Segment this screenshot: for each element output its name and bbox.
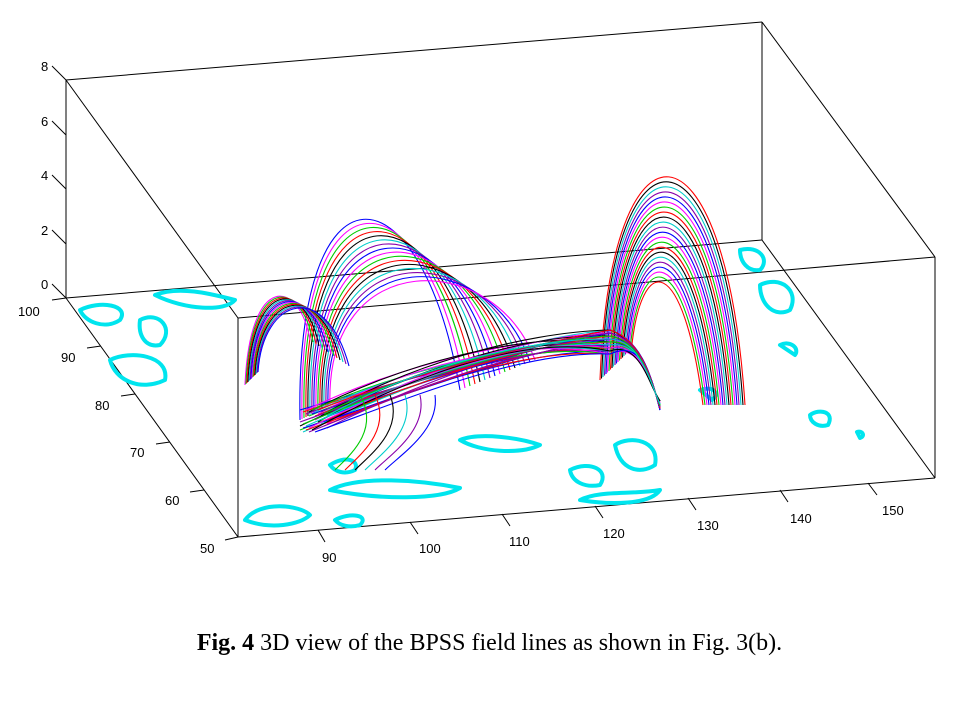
field-line bbox=[611, 216, 730, 406]
field-line bbox=[307, 235, 481, 417]
contour bbox=[758, 279, 795, 315]
field-line bbox=[250, 301, 329, 380]
field-line bbox=[311, 346, 661, 431]
contour bbox=[137, 315, 168, 348]
field-line bbox=[254, 304, 341, 376]
contour bbox=[855, 429, 865, 440]
field-line bbox=[255, 305, 344, 375]
field-line bbox=[308, 345, 661, 429]
field-line bbox=[319, 259, 511, 411]
field-line bbox=[605, 196, 738, 406]
x-tick: 100 bbox=[419, 541, 441, 556]
z-tick: 2 bbox=[41, 223, 48, 238]
z-tick: 4 bbox=[41, 168, 48, 183]
x-tick: 130 bbox=[697, 518, 719, 533]
x-tick: 140 bbox=[790, 511, 812, 526]
field-line bbox=[620, 246, 718, 406]
field-line bbox=[313, 247, 496, 414]
field-line bbox=[606, 201, 736, 406]
box-frame bbox=[65, 21, 936, 538]
contour bbox=[578, 488, 662, 505]
y-tick: 100 bbox=[18, 304, 40, 319]
z-tick: 6 bbox=[41, 114, 48, 129]
contour bbox=[108, 353, 168, 387]
field-line bbox=[354, 394, 394, 471]
y-axis-ticks bbox=[51, 297, 239, 541]
field-line bbox=[305, 231, 476, 418]
field-line bbox=[325, 272, 526, 408]
field-line bbox=[327, 276, 531, 407]
field-line bbox=[627, 271, 708, 406]
contour bbox=[613, 438, 658, 472]
field-line bbox=[246, 297, 317, 384]
field-line bbox=[256, 306, 347, 374]
z-axis-ticks bbox=[51, 65, 67, 299]
caption-label: Fig. 4 bbox=[196, 630, 255, 656]
field-line bbox=[251, 302, 332, 379]
field-line bbox=[621, 251, 716, 406]
field-line bbox=[364, 394, 408, 471]
contour bbox=[153, 288, 237, 310]
contour bbox=[808, 409, 832, 428]
x-tick: 90 bbox=[322, 550, 336, 565]
field-line bbox=[344, 394, 381, 471]
field-line bbox=[602, 186, 742, 406]
field-line bbox=[624, 261, 712, 406]
field-line bbox=[630, 281, 704, 406]
field-lines bbox=[244, 176, 746, 471]
z-tick: 8 bbox=[41, 59, 48, 74]
field-line bbox=[617, 236, 722, 406]
x-tick: 150 bbox=[882, 503, 904, 518]
y-tick: 80 bbox=[95, 398, 109, 413]
field-line bbox=[609, 211, 732, 406]
field-line bbox=[247, 298, 320, 383]
field-line bbox=[248, 299, 323, 382]
y-tick: 90 bbox=[61, 350, 75, 365]
field-line bbox=[374, 394, 422, 471]
z-tick: 0 bbox=[41, 277, 48, 292]
field-line bbox=[245, 296, 314, 385]
contour bbox=[333, 513, 365, 529]
field-line bbox=[614, 226, 726, 406]
contour bbox=[78, 302, 124, 327]
field-line bbox=[608, 206, 734, 406]
field-line bbox=[626, 266, 710, 406]
x-tick: 110 bbox=[509, 534, 530, 549]
field-line bbox=[618, 241, 720, 406]
field-line bbox=[623, 256, 714, 406]
field-line bbox=[326, 338, 661, 417]
figure-3d-plot: 8 6 4 2 0 50 60 70 80 90 100 90 100 110 … bbox=[18, 21, 936, 565]
x-axis-ticks bbox=[317, 482, 878, 543]
field-line bbox=[257, 307, 350, 373]
field-line bbox=[252, 303, 335, 378]
field-line bbox=[384, 394, 436, 471]
figure-caption: Fig. 4 3D view of the BPSS field lines a… bbox=[0, 630, 979, 657]
field-line bbox=[321, 263, 516, 410]
y-tick: 50 bbox=[200, 541, 214, 556]
contour bbox=[568, 464, 605, 488]
field-line bbox=[299, 218, 461, 421]
field-line bbox=[302, 338, 661, 429]
contour bbox=[738, 247, 766, 273]
field-line bbox=[600, 181, 744, 406]
contour bbox=[778, 341, 799, 357]
contour bbox=[243, 504, 312, 528]
field-line bbox=[612, 221, 728, 406]
field-line bbox=[603, 191, 740, 406]
field-line bbox=[253, 303, 338, 377]
caption-text: 3D view of the BPSS field lines as shown… bbox=[260, 630, 783, 656]
contour bbox=[328, 478, 462, 500]
contour bbox=[458, 434, 542, 454]
field-line bbox=[334, 394, 368, 471]
x-tick: 120 bbox=[603, 526, 625, 541]
field-line bbox=[244, 295, 311, 386]
field-line bbox=[249, 300, 326, 381]
y-tick: 60 bbox=[165, 493, 179, 508]
field-line bbox=[599, 176, 746, 406]
field-line bbox=[629, 276, 706, 406]
field-line bbox=[615, 231, 724, 406]
y-tick: 70 bbox=[130, 445, 144, 460]
field-line bbox=[323, 268, 521, 409]
